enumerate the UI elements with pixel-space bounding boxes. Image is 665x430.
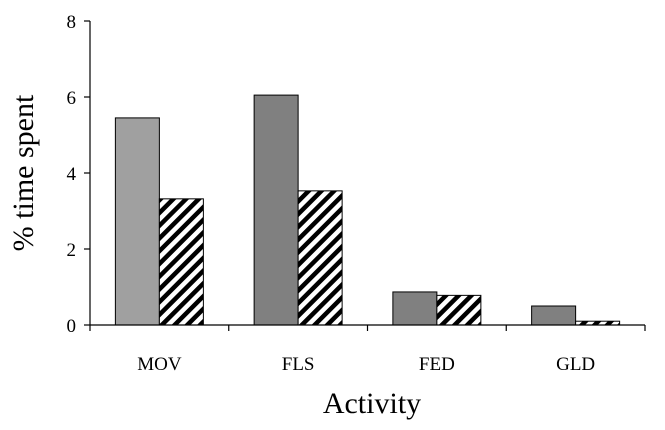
y-ticks-group: 0 2 4 6 8: [67, 12, 90, 337]
bars-group: [114, 94, 621, 326]
x-ticks-group: MOV FLS FED GLD: [89, 325, 646, 375]
y-tick-label: 6: [67, 88, 77, 109]
bar-fed-series-2: [436, 294, 482, 326]
x-axis-title: Activity: [323, 387, 421, 420]
y-tick-label: 2: [67, 240, 77, 261]
y-tick-label: 8: [67, 12, 77, 33]
bar-gld-series-1: [531, 305, 577, 326]
bar-mov-series-2: [158, 198, 204, 326]
y-tick-label: 0: [67, 316, 77, 337]
y-tick-label: 4: [67, 164, 77, 185]
bar-fed-series-1: [392, 291, 438, 326]
x-tick-label: MOV: [137, 354, 182, 375]
x-tick-label: FLS: [282, 354, 315, 375]
y-axis-title: % time spent: [7, 94, 40, 251]
x-tick-label: FED: [419, 354, 455, 375]
bar-fls-series-1: [253, 94, 299, 326]
x-tick-label: GLD: [556, 354, 595, 375]
bar-mov-series-1: [114, 117, 160, 326]
bar-fls-series-2: [297, 190, 343, 326]
